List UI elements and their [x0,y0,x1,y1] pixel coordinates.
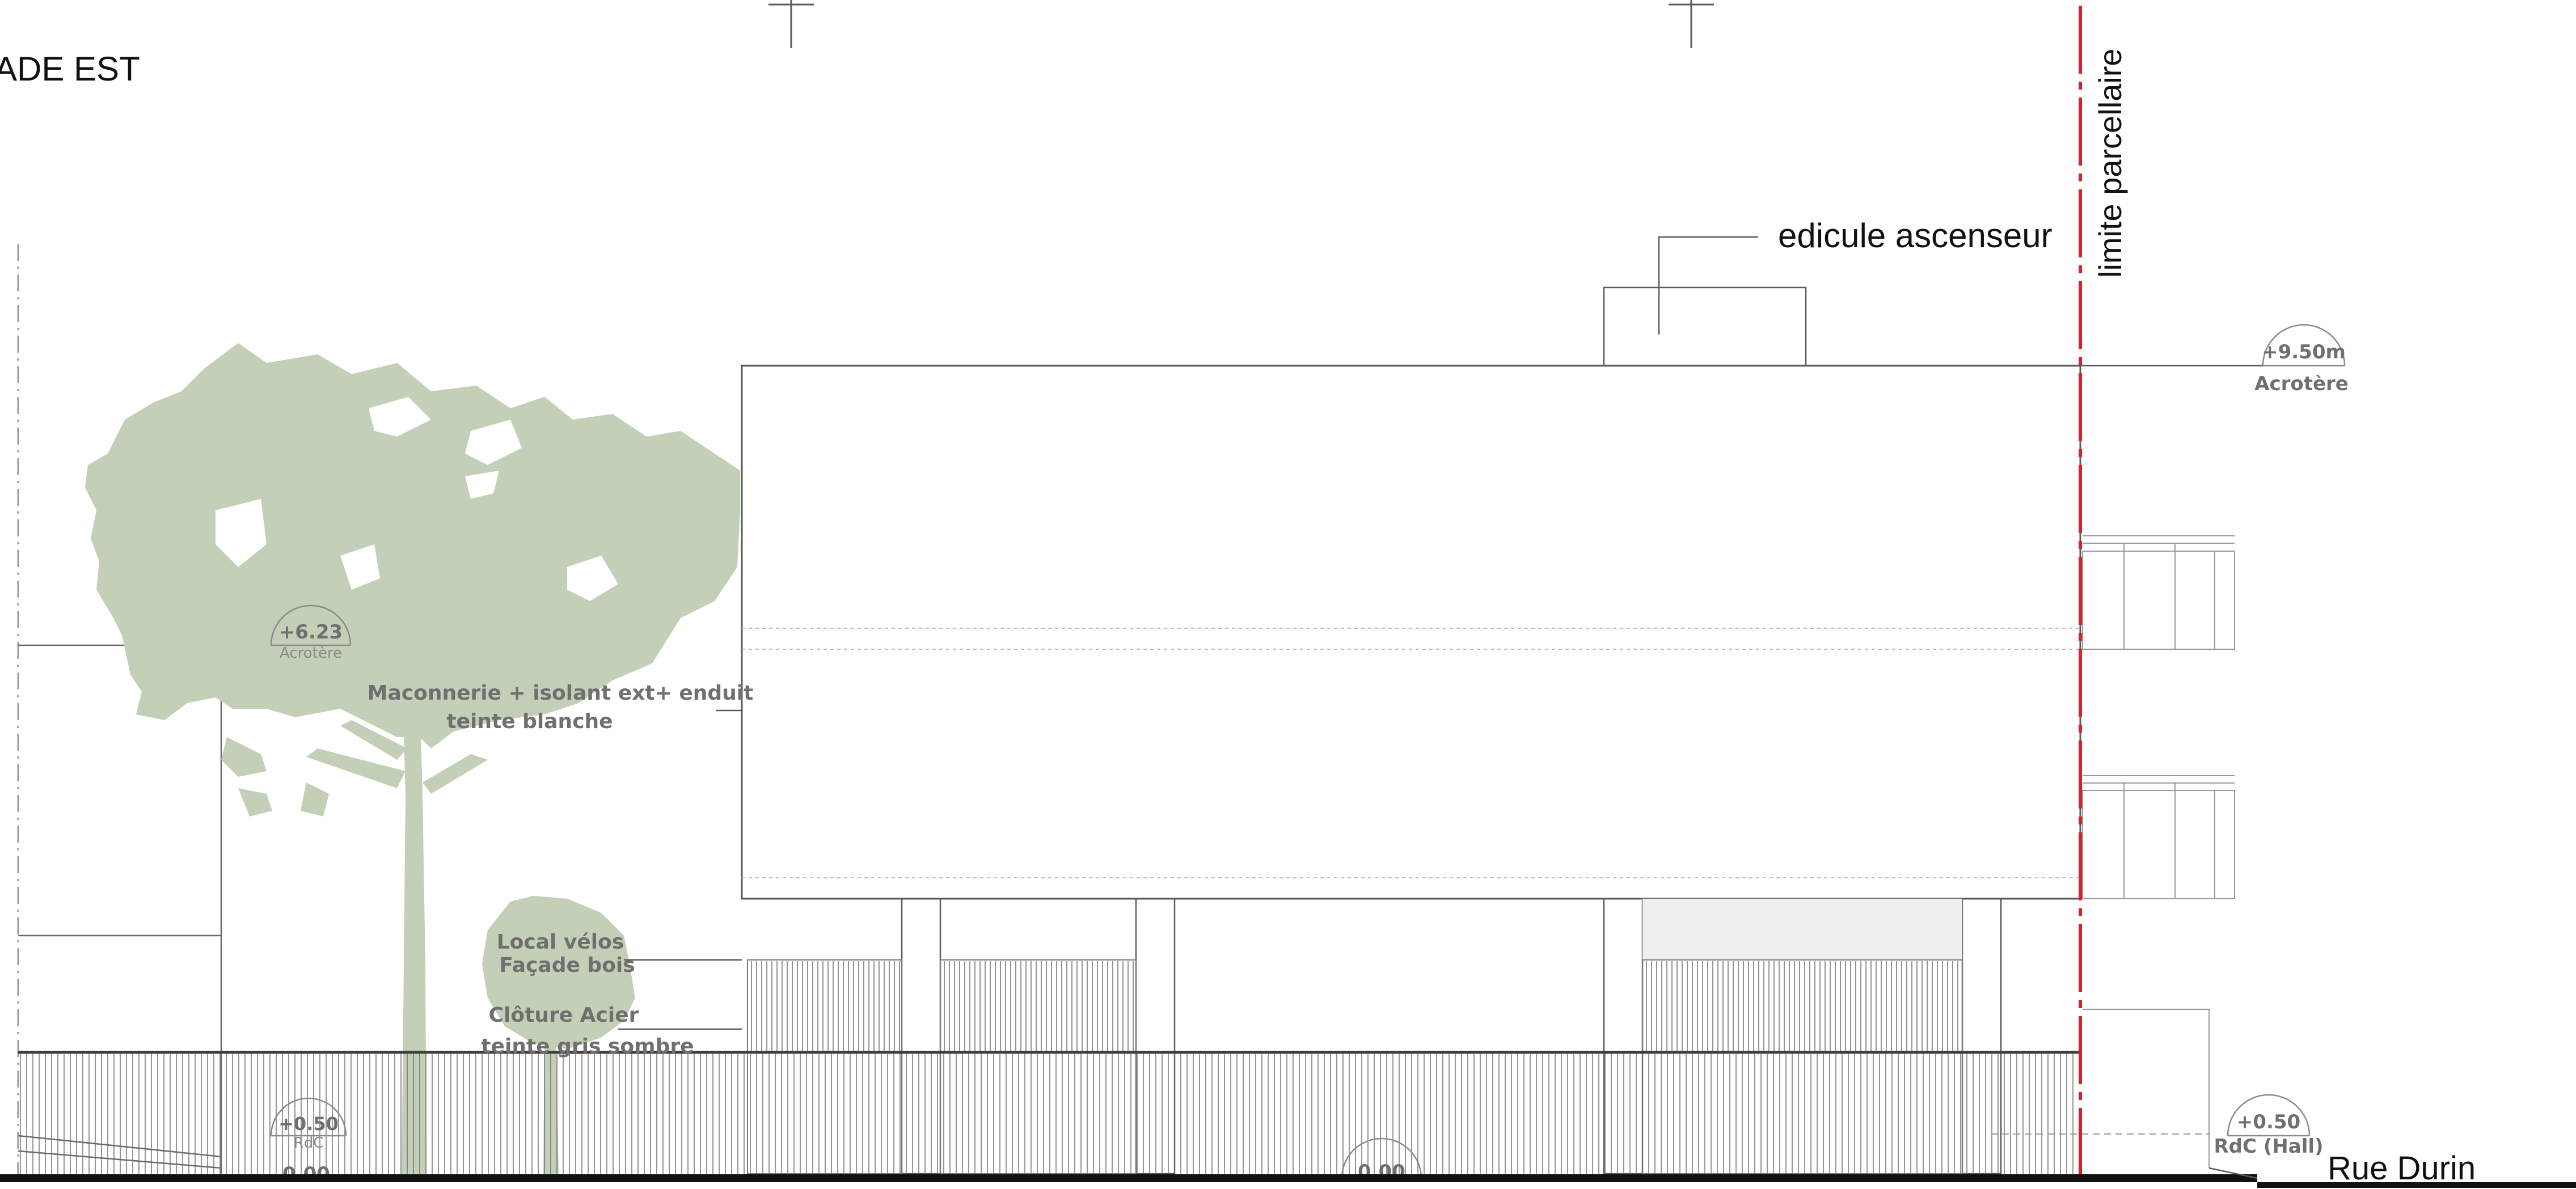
axis-cross-icon [768,0,814,48]
level-marker-roof: +9.50m Acrotère [2254,324,2349,395]
level-marker-icon [2227,1094,2311,1136]
svg-text:+9.50m: +9.50m [2262,341,2346,363]
svg-text:Acrotère: Acrotère [280,645,342,662]
edicule-label: edicule ascenseur [1778,217,2053,255]
steel-fence [18,1051,2079,1174]
svg-text:Acrotère: Acrotère [2254,373,2349,395]
svg-text:RdC (Hall): RdC (Hall) [2214,1135,2323,1158]
svg-text:+0.50: +0.50 [278,1113,339,1135]
level-marker-neighbor: +6.23 Acrotère [270,604,352,662]
level-marker-icon [270,1097,347,1136]
neighbor-building [18,644,222,1174]
bike-shed-label-line1: Local vélos [497,930,624,954]
edicule-leader-line [1658,236,1758,335]
property-limit-label: limite parcellaire [2092,48,2128,278]
level-marker-hall: +0.50 RdC (Hall) [2214,1094,2324,1158]
main-building [741,365,2081,900]
edicule-box [1603,286,1807,367]
bike-shed-label-line2: Façade bois [499,954,635,977]
fence-label-line1: Clôture Acier [489,1004,639,1027]
fence-label-line2: teinte gris sombre [481,1035,694,1058]
level-marker-icon [270,604,352,646]
masonry-label-line1: Maconnerie + isolant ext+ enduit [368,682,754,705]
drawing-title: ADE EST [0,50,140,88]
right-balconies [1991,535,2235,1168]
level-marker-icon [2262,324,2346,366]
axis-cross-icon [1669,0,1714,48]
svg-text:+6.23: +6.23 [279,621,343,644]
tree-canopy-gaps [216,397,618,601]
svg-text:+0.50: +0.50 [2237,1111,2300,1133]
hall-opening-shade [1642,899,1962,960]
street-label: Rue Durin [2328,1150,2476,1187]
svg-text:RdC: RdC [294,1135,324,1152]
masonry-label-line2: teinte blanche [446,710,613,733]
level-marker-icon [1341,1137,1422,1179]
bike-shed-slats [751,961,1958,1052]
tree-icon [85,343,740,1174]
